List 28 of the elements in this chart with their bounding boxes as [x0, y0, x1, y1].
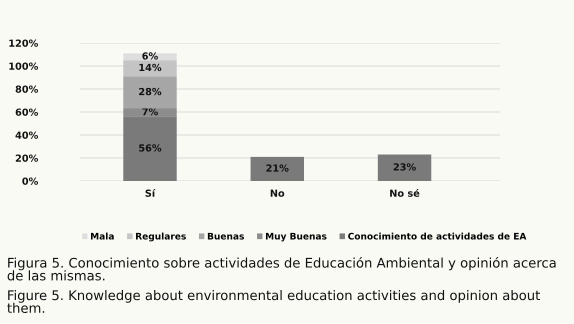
y-tick-label: 60%: [16, 108, 38, 116]
y-tick-label: 100%: [9, 62, 38, 70]
text: Figura 5. Conocimiento sobre actividades de Educación Ambiental y opinión acerca de las mismas.: [8, 257, 556, 281]
data-label: 21%: [266, 164, 289, 172]
data-label: 6%: [142, 52, 158, 60]
bar: [123, 116, 177, 181]
legend-label: Buenas: [208, 232, 244, 240]
x-tick-label: No sé: [390, 188, 420, 197]
caption: Figure 5. Knowledge about environmental education activities and opinion about them.: [7, 290, 540, 313]
legend-label: Regulares: [136, 232, 186, 242]
legend-label: Conocimiento de actividades de EA: [348, 232, 526, 240]
x-tick-label: No: [270, 190, 284, 197]
y-tick-label: 20%: [16, 154, 38, 162]
y-tick-label: 120%: [9, 39, 38, 47]
data-label: 23%: [394, 163, 416, 171]
bar: [123, 76, 177, 109]
y-tick-label: 40%: [16, 131, 38, 139]
y-tick-label: 0%: [22, 177, 38, 185]
data-label: 28%: [139, 88, 162, 96]
bar: [250, 156, 304, 181]
x-tick-label: Sí: [146, 188, 156, 197]
legend-label: Mala: [91, 232, 114, 240]
y-tick-label: 80%: [16, 85, 38, 93]
data-label: 14%: [139, 64, 162, 72]
bar: [123, 60, 177, 76]
bar: [378, 154, 432, 181]
data-label: 56%: [139, 144, 162, 152]
legend-label: Muy Buenas: [266, 232, 326, 242]
